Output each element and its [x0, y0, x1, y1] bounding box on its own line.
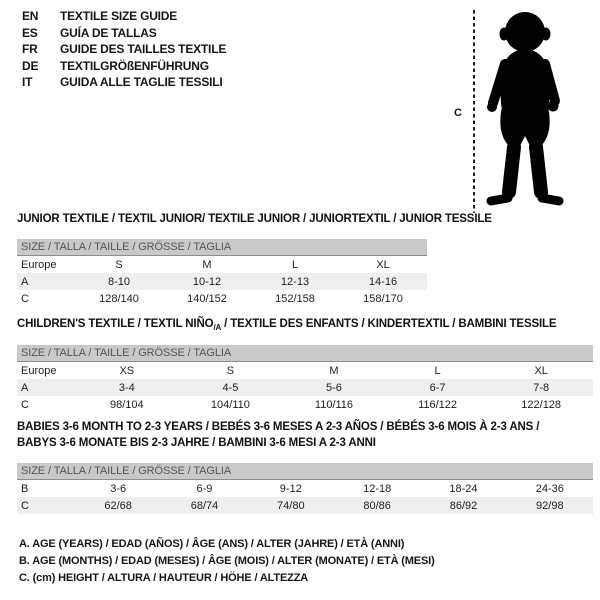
language-row-it: IT GUIDA ALLE TAGLIE TESSILI [22, 74, 226, 91]
size-table-children: CHILDREN'S TEXTILE / TEXTIL NIÑO/A / TEX… [17, 316, 593, 413]
size-value-cell: L [291, 258, 299, 271]
size-value-cell: 152/158 [275, 292, 315, 305]
row-label: C [21, 292, 29, 305]
size-value-cell: XL [376, 258, 390, 271]
language-code: DE [22, 58, 39, 73]
language-code: IT [22, 75, 33, 89]
size-table-title-line: BABYS 3-6 MONATE BIS 2-3 JAHRE / BAMBINI… [17, 435, 593, 451]
language-row-de: DE TEXTILGRÖßENFÜHRUNG [22, 58, 226, 75]
size-table-title: JUNIOR TEXTILE / TEXTIL JUNIOR/ TEXTILE … [17, 211, 492, 227]
size-table-babies: BABIES 3-6 MONTH TO 2-3 YEARS / BEBÉS 3-… [17, 419, 593, 514]
size-value-cell: 128/140 [99, 292, 139, 305]
size-value-cell: S [115, 258, 123, 271]
size-value-cell: 110/116 [314, 398, 354, 411]
size-value-cell: 5-6 [326, 381, 342, 394]
size-value-cell: 6-9 [196, 482, 213, 495]
size-value-cell: 14-16 [368, 275, 398, 288]
size-header-bar: SIZE / TALLA / TAILLE / GRÖSSE / TAGLIA [17, 463, 593, 480]
size-value-cell: XS [119, 364, 135, 377]
footnote-a: A. AGE (YEARS) / EDAD (AÑOS) / ÂGE (ANS)… [19, 538, 405, 550]
size-value-cell: 104/110 [210, 398, 250, 411]
size-value-cell: 86/92 [449, 499, 478, 512]
table-row-c: C 62/68 68/74 74/80 80/86 86/92 92/98 [17, 497, 593, 514]
size-value-cell: 68/74 [190, 499, 219, 512]
size-value-cell: 3-4 [118, 381, 135, 394]
table-row-europe: Europe S M L XL [17, 256, 427, 273]
size-table-title-line: JUNIOR TEXTILE / TEXTIL JUNIOR/ TEXTILE … [17, 211, 492, 227]
table-row-c: C 98/104 104/110 110/116 116/122 122/128 [17, 396, 593, 413]
row-label: C [21, 398, 29, 411]
language-guide-title: GUIDE DES TAILLES TEXTILE [60, 42, 227, 56]
height-measure-label: C [454, 107, 462, 119]
size-value-cell: 10-12 [192, 275, 222, 288]
title-subscript: /A [213, 322, 222, 332]
size-value-cell: 122/128 [521, 398, 562, 411]
size-value-cell: 116/122 [418, 398, 458, 411]
language-guide-title: TEXTILGRÖßENFÜHRUNG [60, 58, 209, 73]
size-value-cell: L [434, 364, 441, 377]
title-text: / TEXTILE DES ENFANTS / KINDERTEXTIL / B… [221, 318, 557, 330]
footnotes: A. AGE (YEARS) / EDAD (AÑOS) / ÂGE (ANS)… [19, 536, 435, 587]
row-label: C [21, 499, 29, 512]
size-value-cell: 8-10 [107, 275, 131, 288]
table-row-a: A 8-10 10-12 12-13 14-16 [17, 273, 427, 290]
size-value-cell: 9-12 [279, 482, 302, 495]
size-header-bar: SIZE / TALLA / TAILLE / GRÖSSE / TAGLIA [17, 239, 427, 256]
table-row-europe: Europe XS S M L XL [17, 362, 593, 379]
size-value-cell: 24-36 [535, 482, 564, 495]
size-value-cell: 80/86 [363, 499, 391, 512]
title-text: BABIES 3-6 MONTH TO 2-3 YEARS / BEBÉS 3-… [17, 421, 540, 433]
size-table-title: BABIES 3-6 MONTH TO 2-3 YEARS / BEBÉS 3-… [17, 419, 593, 451]
footnote-b: B. AGE (MONTHS) / EDAD (MESES) / ÂGE (MO… [19, 555, 435, 567]
height-dashed-line [473, 10, 475, 213]
table-row-b: B 3-6 6-9 9-12 12-18 18-24 24-36 [17, 480, 593, 497]
row-label: Europe [21, 258, 57, 271]
size-header-bar: SIZE / TALLA / TAILLE / GRÖSSE / TAGLIA [17, 345, 593, 362]
language-guide-title: TEXTILE SIZE GUIDE [60, 9, 178, 23]
size-value-cell: 62/68 [104, 499, 132, 512]
language-code: ES [22, 25, 38, 40]
size-value-cell: 6-7 [429, 381, 446, 394]
size-value-cell: 7-8 [533, 381, 550, 394]
title-text: BABYS 3-6 MONATE BIS 2-3 JAHRE / BAMBINI… [17, 437, 376, 449]
size-value-cell: 12-13 [280, 275, 310, 288]
language-guide-title: GUIDA ALLE TAGLIE TESSILI [60, 75, 223, 89]
table-row-a: A 3-4 4-5 5-6 6-7 7-8 [17, 379, 593, 396]
title-text: JUNIOR TEXTILE / TEXTIL JUNIOR/ TEXTILE … [17, 213, 492, 225]
language-row-fr: FR GUIDE DES TAILLES TEXTILE [22, 41, 226, 58]
footnote-c: C. (cm) HEIGHT / ALTURA / HAUTEUR / HÖHE… [19, 572, 309, 584]
language-row-es: ES GUÍA DE TALLAS [22, 25, 226, 42]
size-value-cell: M [329, 364, 339, 377]
size-table-title: CHILDREN'S TEXTILE / TEXTIL NIÑO/A / TEX… [17, 316, 593, 333]
language-title-list: EN TEXTILE SIZE GUIDE ES GUÍA DE TALLAS FR GU… [22, 8, 226, 91]
language-row-en: EN TEXTILE SIZE GUIDE [22, 8, 226, 25]
language-code: FR [22, 42, 38, 56]
size-table-junior: JUNIOR TEXTILE / TEXTIL JUNIOR/ TEXTILE … [17, 211, 492, 307]
row-label: Europe [21, 364, 57, 377]
size-value-cell: 158/170 [363, 292, 403, 305]
size-value-cell: 18-24 [449, 482, 478, 495]
row-label: B [21, 482, 29, 495]
size-value-cell: XL [534, 364, 548, 377]
size-value-cell: S [226, 364, 235, 377]
title-text: CHILDREN'S TEXTILE / TEXTIL NIÑO [17, 318, 214, 330]
size-value-cell: 4-5 [222, 381, 239, 394]
size-value-cell: 98/104 [109, 398, 144, 411]
size-table-title-line: BABIES 3-6 MONTH TO 2-3 YEARS / BEBÉS 3-… [17, 419, 593, 435]
size-value-cell: 3-6 [110, 482, 127, 495]
size-value-cell: M [202, 258, 212, 271]
size-value-cell: 12-18 [363, 482, 392, 495]
table-row-c: C 128/140 140/152 152/158 158/170 [17, 290, 427, 307]
row-label: A [21, 381, 29, 394]
language-guide-title: GUÍA DE TALLAS [60, 25, 157, 40]
row-label: A [21, 275, 29, 288]
size-value-cell: 74/80 [277, 499, 305, 512]
size-value-cell: 92/98 [536, 499, 564, 512]
size-value-cell: 140/152 [187, 292, 227, 305]
toddler-silhouette-icon [486, 12, 564, 206]
language-code: EN [22, 9, 39, 23]
size-table-title-line: CHILDREN'S TEXTILE / TEXTIL NIÑO/A / TEX… [17, 316, 593, 333]
